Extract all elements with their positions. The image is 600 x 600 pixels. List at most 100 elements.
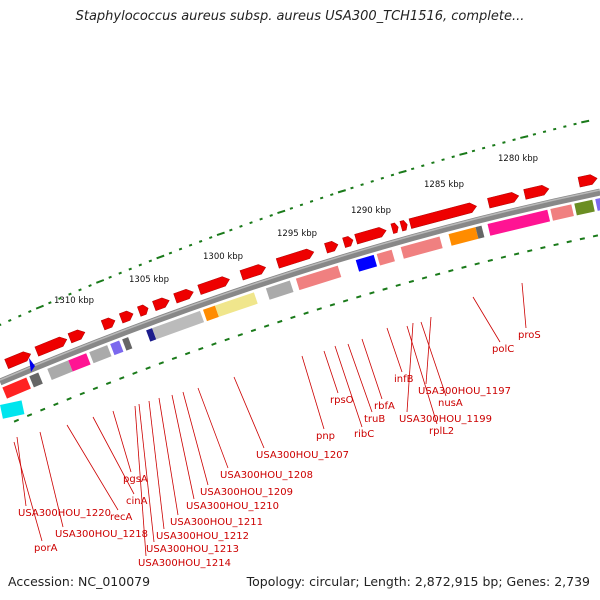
gene-label-usa300hou_1210: USA300HOU_1210 [186,501,279,512]
kbp-tick [249,221,253,225]
kbp-tick [168,251,173,255]
kbp-tick [532,133,537,136]
inner-tick [421,276,428,280]
kbp-label: 1300 kbp [203,252,243,262]
leader-line [323,350,339,394]
kbp-tick [216,231,225,237]
gene-label-usa300hou_1212: USA300HOU_1212 [156,531,249,542]
gene-arrow [577,174,598,188]
kbp-tick [259,217,263,221]
kbp-tick [58,296,62,300]
inner-tick [329,303,336,307]
gene-arrow [390,222,399,234]
leader-line [347,343,373,413]
gene-label-usa300hou_1213: USA300HOU_1213 [146,544,239,555]
gene-label-usa300hou_1220: USA300HOU_1220 [18,508,111,519]
leader-line [406,322,414,413]
leader-line [425,316,432,385]
kbp-tick [319,196,324,200]
kbp-label: 1295 kbp [277,229,317,239]
gene-arrow [342,236,354,248]
leader-line [13,441,43,542]
kbp-tick [350,186,354,190]
leader-line [182,391,209,486]
inner-tick [566,240,572,244]
inner-tick [579,237,585,241]
inner-tick [224,337,230,342]
gene-label-usa300hou_1209: USA300HOU_1209 [200,487,293,498]
cog-block [574,199,595,216]
gene-arrow [137,304,149,317]
gene-label-cina: cinA [126,496,148,507]
inner-tick [277,319,283,324]
label-leader-lines [13,282,527,557]
gene-label-usa300hou_1211: USA300HOU_1211 [170,517,263,528]
inner-tick [435,272,441,276]
cog-block [448,227,479,246]
gene-arrow [275,248,315,269]
leader-line [134,405,147,557]
gene-label-nusa: nusA [438,398,463,409]
inner-tick [369,291,375,295]
gene-label-pros: proS [518,330,541,341]
kbp-tick [542,130,547,134]
inner-tick [13,418,20,423]
kbp-tick [299,203,304,207]
kbp-tick [502,141,506,144]
kbp-tick [128,267,132,271]
kbp-tick [459,151,468,156]
kbp-tick [0,323,2,327]
kbp-tick [309,200,314,203]
inner-tick [474,262,480,266]
leader-line [16,436,27,507]
gene-label-trub: truB [364,414,385,425]
origin-marker-icon[interactable] [29,358,35,372]
kbp-tick [239,224,243,228]
genome-backbone [0,188,600,386]
inner-tick [119,376,125,380]
leader-line [148,400,165,530]
gene-arrow [354,227,387,245]
leader-line [472,296,501,343]
cog-block [595,197,600,211]
kbp-tick [431,161,435,165]
cog-block [0,400,25,419]
kbp-tick [198,239,203,243]
cog-color-blocks[interactable] [0,197,600,419]
kbp-tick [421,164,425,168]
kbp-tick [390,173,395,177]
inner-tick [513,252,520,256]
inner-tick [250,328,257,333]
kbp-tick [573,122,577,126]
gene-label-usa300hou_1207: USA300HOU_1207 [256,450,349,461]
kbp-tick [48,301,52,305]
kbp-tick [269,214,273,217]
kbp-label: 1290 kbp [351,206,391,216]
gene-label-usa300hou_1214: USA300HOU_1214 [138,558,231,569]
cog-block [47,360,73,380]
cog-block [2,377,31,399]
kbp-tick [441,158,445,162]
inner-tick [290,315,296,320]
leader-line [386,327,403,373]
cog-block [110,340,124,356]
kbp-tick [178,247,183,251]
gene-arrow [399,220,408,232]
inner-tick [448,269,454,273]
inner-tick [145,366,151,370]
kbp-tick [208,236,213,240]
leader-line [92,416,135,495]
inner-tick [53,402,59,407]
inner-tick [527,249,533,253]
inner-tick [408,279,415,284]
inner-tick [461,265,467,269]
inner-tick [184,351,191,356]
gene-arrow [487,192,520,209]
cog-block [122,337,133,351]
gene-label-pnp: pnp [316,431,335,442]
inner-tick [500,255,507,259]
gene-arrows[interactable] [4,173,598,369]
kbp-tick [370,180,374,183]
